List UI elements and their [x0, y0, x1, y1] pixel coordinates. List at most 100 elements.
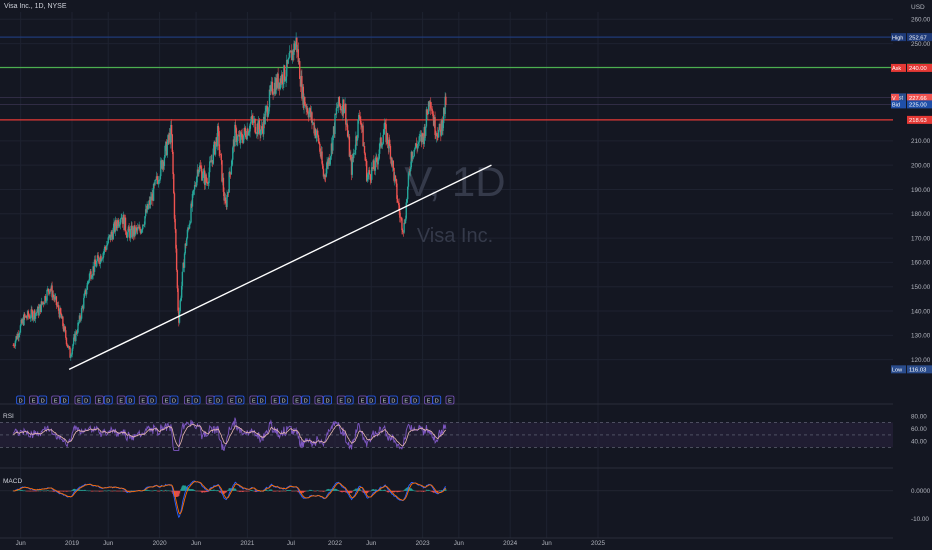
price-tag-last-value-box[interactable] — [907, 93, 932, 102]
dividend-marker[interactable] — [388, 395, 398, 405]
candle-body — [41, 301, 43, 304]
price-tag-low-name-box[interactable] — [891, 365, 906, 374]
candle-body — [193, 189, 195, 191]
price-tag-ask-name-box[interactable] — [891, 63, 906, 72]
candle-body — [237, 135, 240, 137]
candle-body — [151, 193, 153, 201]
candle-body — [349, 154, 351, 157]
dividend-marker[interactable] — [301, 395, 311, 405]
dividend-marker[interactable] — [366, 395, 376, 405]
macd-histogram-bar — [111, 490, 114, 492]
macd-histogram-bar — [93, 490, 95, 492]
price-tag-high-name-box[interactable] — [891, 33, 906, 42]
dividend-marker[interactable] — [125, 395, 135, 405]
earnings-marker[interactable] — [314, 395, 324, 405]
candle-body — [90, 277, 93, 279]
dividend-marker[interactable] — [213, 395, 223, 405]
trendline-layer[interactable] — [68, 164, 492, 371]
candle-body — [354, 149, 356, 154]
macd-label[interactable]: MACD — [3, 478, 22, 485]
trendline[interactable] — [68, 164, 492, 371]
candle-body — [93, 266, 95, 272]
dividend-marker[interactable] — [60, 395, 69, 405]
candle-body — [230, 166, 233, 175]
dividend-marker[interactable] — [235, 395, 245, 405]
price-tag-ask-value-box[interactable] — [907, 63, 932, 72]
candle-body — [389, 145, 392, 160]
earnings-marker[interactable] — [358, 395, 367, 405]
earnings-marker[interactable] — [292, 395, 302, 405]
earnings-marker[interactable] — [29, 395, 39, 405]
earnings-marker[interactable] — [94, 395, 104, 405]
rsi-label[interactable]: RSI — [3, 413, 14, 420]
candle-body — [405, 202, 407, 219]
macd-histogram-bar — [235, 490, 238, 491]
earnings-marker[interactable] — [116, 395, 126, 405]
macd-histogram-bar — [116, 490, 119, 492]
axis-tick-label: 130.00 — [911, 333, 931, 340]
macd-histogram-bar — [121, 490, 124, 492]
candle-body — [140, 230, 143, 234]
macd-histogram-bar — [89, 490, 91, 492]
macd-histogram-bar — [428, 490, 431, 491]
candle-body — [166, 143, 168, 156]
candle-body — [364, 153, 366, 161]
price-tag-high-value-box[interactable] — [907, 33, 932, 42]
dividend-marker[interactable] — [103, 395, 113, 405]
dividend-marker[interactable] — [38, 395, 48, 405]
price-tag-last-name: V — [892, 96, 896, 102]
earnings-marker[interactable] — [51, 395, 61, 405]
candle-body — [129, 228, 132, 239]
dividend-marker[interactable] — [323, 395, 332, 405]
price-tag-bid-name-box[interactable] — [891, 100, 906, 109]
dividend-marker[interactable] — [147, 395, 157, 405]
event-marker-label: E — [361, 399, 365, 405]
dividend-marker[interactable] — [16, 395, 26, 405]
candle-body — [369, 174, 371, 180]
dividend-marker[interactable] — [169, 395, 179, 405]
candle-body — [363, 146, 366, 154]
earnings-marker[interactable] — [138, 395, 148, 405]
dividend-marker[interactable] — [432, 395, 442, 405]
candle-body — [29, 316, 31, 319]
candle-body — [37, 306, 40, 316]
candle-body — [267, 113, 269, 117]
candle-body — [133, 225, 135, 236]
candle-body — [160, 160, 163, 161]
price-tag-bid-level-value-box[interactable] — [907, 115, 932, 124]
candle-body — [186, 229, 189, 239]
macd-histogram-bar — [354, 489, 356, 491]
macd-histogram-bar — [213, 489, 215, 491]
dividend-marker[interactable] — [410, 395, 420, 405]
price-tag-low-value: 116.03 — [909, 368, 926, 374]
macd-histogram-bar — [103, 490, 106, 491]
candle-body — [28, 316, 30, 317]
macd-histogram-bar — [302, 490, 305, 493]
price-tag-low-value-box[interactable] — [907, 365, 932, 374]
dividend-marker[interactable] — [257, 395, 266, 405]
macd-histogram-bar — [379, 489, 382, 491]
candle-body — [314, 128, 316, 134]
candle-body — [194, 185, 197, 186]
symbol-header[interactable]: Visa Inc., 1D, NYSE — [4, 3, 67, 10]
dividend-marker[interactable] — [279, 395, 289, 405]
macd-histogram-bar — [194, 490, 197, 492]
dividend-marker[interactable] — [344, 395, 354, 405]
time-axis[interactable]: Jun 2019 Jun 2020 Jun 2021 Jul 2022 Jun 2023 Jun 20… — [16, 540, 606, 547]
dividend-marker[interactable] — [191, 395, 201, 405]
candle-body — [278, 82, 280, 89]
dividend-marker[interactable] — [81, 395, 91, 405]
macd-histogram-bar — [122, 490, 125, 492]
price-tag-bid-value-box[interactable] — [907, 100, 932, 109]
price-tag-last-name-box[interactable] — [891, 93, 899, 102]
price-axis[interactable]: 120.00 130.00 140.00 150.00 160.00 170.00 180.… — [891, 0, 932, 550]
earnings-marker[interactable] — [401, 395, 411, 405]
candle-body — [351, 157, 353, 175]
earnings-marker[interactable] — [380, 395, 389, 405]
earnings-marker[interactable] — [445, 395, 455, 405]
candle-body — [191, 203, 193, 207]
candle-body — [53, 296, 55, 300]
candle-body — [107, 237, 109, 244]
